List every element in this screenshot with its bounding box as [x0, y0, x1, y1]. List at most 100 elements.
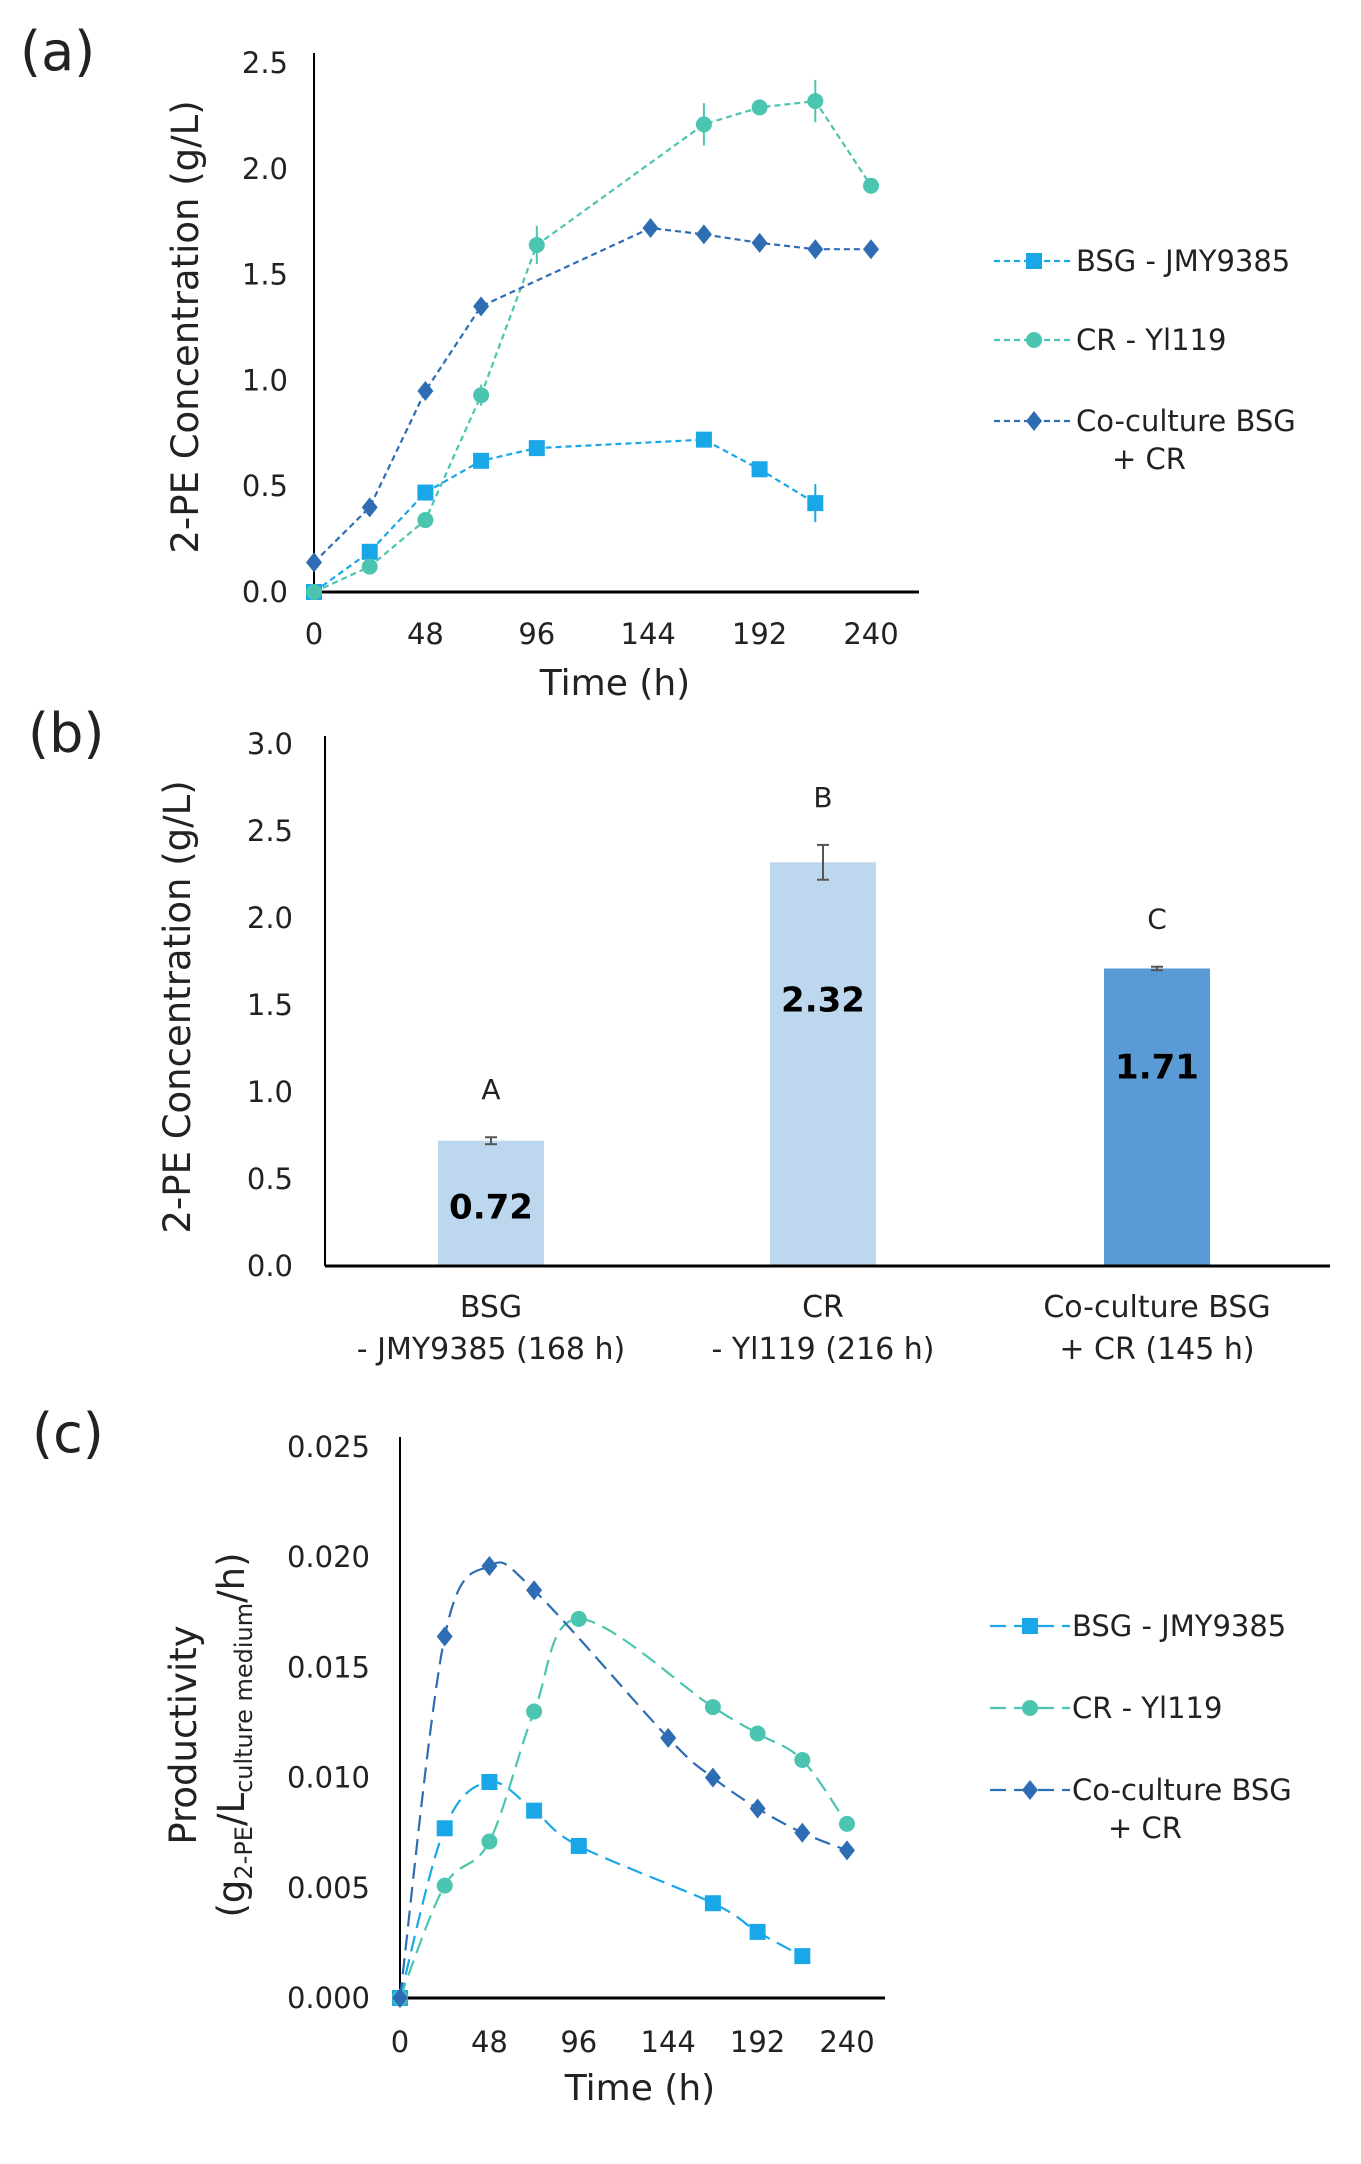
- y-tick-label: 0.010: [287, 1761, 370, 1795]
- legend-marker: [1026, 411, 1042, 431]
- y-tick-label: 0.5: [247, 1162, 293, 1196]
- y-tick-label: 0.025: [287, 1430, 370, 1464]
- bar-value-label: 0.72: [449, 1188, 533, 1228]
- y-tick-label: 1.5: [242, 258, 288, 292]
- panel-c-label: (c): [32, 1402, 104, 1465]
- legend-marker: [1022, 1700, 1038, 1716]
- data-point: [839, 1840, 855, 1861]
- data-point: [417, 512, 434, 529]
- data-point: [807, 239, 824, 260]
- x-tick-label: 48: [407, 617, 444, 651]
- data-point: [794, 1822, 811, 1843]
- legend-marker: [1022, 1618, 1038, 1634]
- panel-a: (a) 2-PE Concentration (g/L) Time (h) 0.…: [20, 20, 1296, 704]
- category-label: - Yl119 (216 h): [711, 1332, 934, 1367]
- data-point: [526, 1802, 543, 1819]
- data-point: [306, 552, 322, 573]
- data-point: [695, 116, 712, 133]
- series-line-0: [313, 438, 816, 593]
- data-point: [481, 1833, 498, 1850]
- y-tick-label: 1.5: [247, 988, 293, 1022]
- y-tick-label: 0.000: [287, 1981, 370, 2015]
- data-point: [436, 1626, 453, 1647]
- panel-c-y-axis-title-line1: Productivity: [162, 1625, 205, 1844]
- bar: [770, 862, 876, 1266]
- series-line-2: [313, 226, 871, 564]
- data-point: [570, 1610, 587, 1627]
- legend-marker: [1026, 332, 1042, 348]
- x-tick-label: 240: [843, 617, 898, 651]
- data-point: [528, 236, 545, 253]
- data-point: [417, 484, 434, 501]
- y-tick-label: 2.5: [242, 46, 288, 80]
- x-tick-label: 0: [305, 617, 323, 651]
- data-point: [660, 1727, 677, 1748]
- data-point: [526, 1703, 543, 1720]
- data-point: [481, 1556, 498, 1577]
- data-point: [306, 584, 322, 600]
- data-point: [751, 232, 768, 253]
- data-point: [481, 1774, 498, 1791]
- legend-label: CR - Yl119: [1076, 323, 1226, 357]
- significance-letter: C: [1147, 903, 1167, 936]
- legend-marker: [1022, 1780, 1038, 1800]
- y-tick-label: 2.5: [247, 814, 293, 848]
- y-tick-label: 0.0: [247, 1249, 293, 1283]
- data-point: [473, 387, 490, 404]
- x-tick-label: 240: [819, 2025, 874, 2059]
- series-line-1: [398, 1617, 848, 1999]
- x-tick-label: 144: [641, 2025, 696, 2059]
- y-tick-label: 0.005: [287, 1871, 370, 1905]
- series-line-0: [398, 1780, 803, 1999]
- panel-c-y-axis-title-line2: (g2-PE/Lculture medium/h): [210, 1552, 258, 1917]
- data-point: [361, 497, 378, 518]
- x-tick-label: 0: [391, 2025, 409, 2059]
- category-label: + CR (145 h): [1059, 1332, 1254, 1367]
- data-point: [392, 1988, 408, 2008]
- data-point: [473, 296, 490, 317]
- data-point: [473, 452, 490, 469]
- data-point: [749, 1725, 766, 1742]
- y-tick-label: 2.0: [247, 901, 293, 935]
- legend-label: Co-culture BSG: [1076, 404, 1296, 438]
- y-tick-label: 0.015: [287, 1650, 370, 1684]
- panel-a-label: (a): [20, 20, 95, 83]
- data-point: [436, 1877, 453, 1894]
- data-point: [794, 1751, 811, 1768]
- data-point: [417, 380, 434, 401]
- panel-a-y-axis-title: 2-PE Concentration (g/L): [164, 100, 207, 553]
- data-point: [526, 1580, 543, 1601]
- data-point: [863, 177, 879, 194]
- data-point: [863, 239, 879, 260]
- data-point: [695, 224, 712, 245]
- significance-letter: A: [481, 1073, 500, 1106]
- panel-b: (b) 2-PE Concentration (g/L) 0.0 0.5 1.0 1.…: [28, 702, 1330, 1367]
- y-tick-label: 0.5: [242, 469, 288, 503]
- bar-value-label: 1.71: [1115, 1048, 1199, 1088]
- legend-label: + CR: [1112, 442, 1186, 476]
- legend-label: BSG - JMY9385: [1076, 244, 1290, 278]
- y-tick-label: 0.0: [242, 575, 288, 609]
- y-tick-label: 1.0: [247, 1075, 293, 1109]
- data-point: [704, 1699, 721, 1716]
- x-tick-label: 48: [471, 2025, 508, 2059]
- y-tick-label: 0.020: [287, 1540, 370, 1574]
- significance-letter: B: [813, 781, 832, 814]
- y-tick-label: 3.0: [247, 727, 293, 761]
- panel-a-x-axis-title: Time (h): [539, 663, 690, 704]
- category-label: CR: [802, 1290, 844, 1325]
- panel-b-y-axis-title: 2-PE Concentration (g/L): [156, 780, 199, 1233]
- bar-value-label: 2.32: [781, 981, 865, 1021]
- legend-label: BSG - JMY9385: [1072, 1609, 1286, 1643]
- data-point: [749, 1798, 766, 1819]
- data-point: [436, 1820, 453, 1837]
- data-point: [695, 431, 712, 448]
- data-point: [361, 543, 378, 560]
- legend-label: CR - Yl119: [1072, 1691, 1222, 1725]
- data-point: [807, 93, 824, 110]
- data-point: [751, 99, 768, 116]
- category-label: Co-culture BSG: [1043, 1290, 1270, 1325]
- legend-label: + CR: [1108, 1811, 1182, 1845]
- category-label: BSG: [460, 1290, 522, 1325]
